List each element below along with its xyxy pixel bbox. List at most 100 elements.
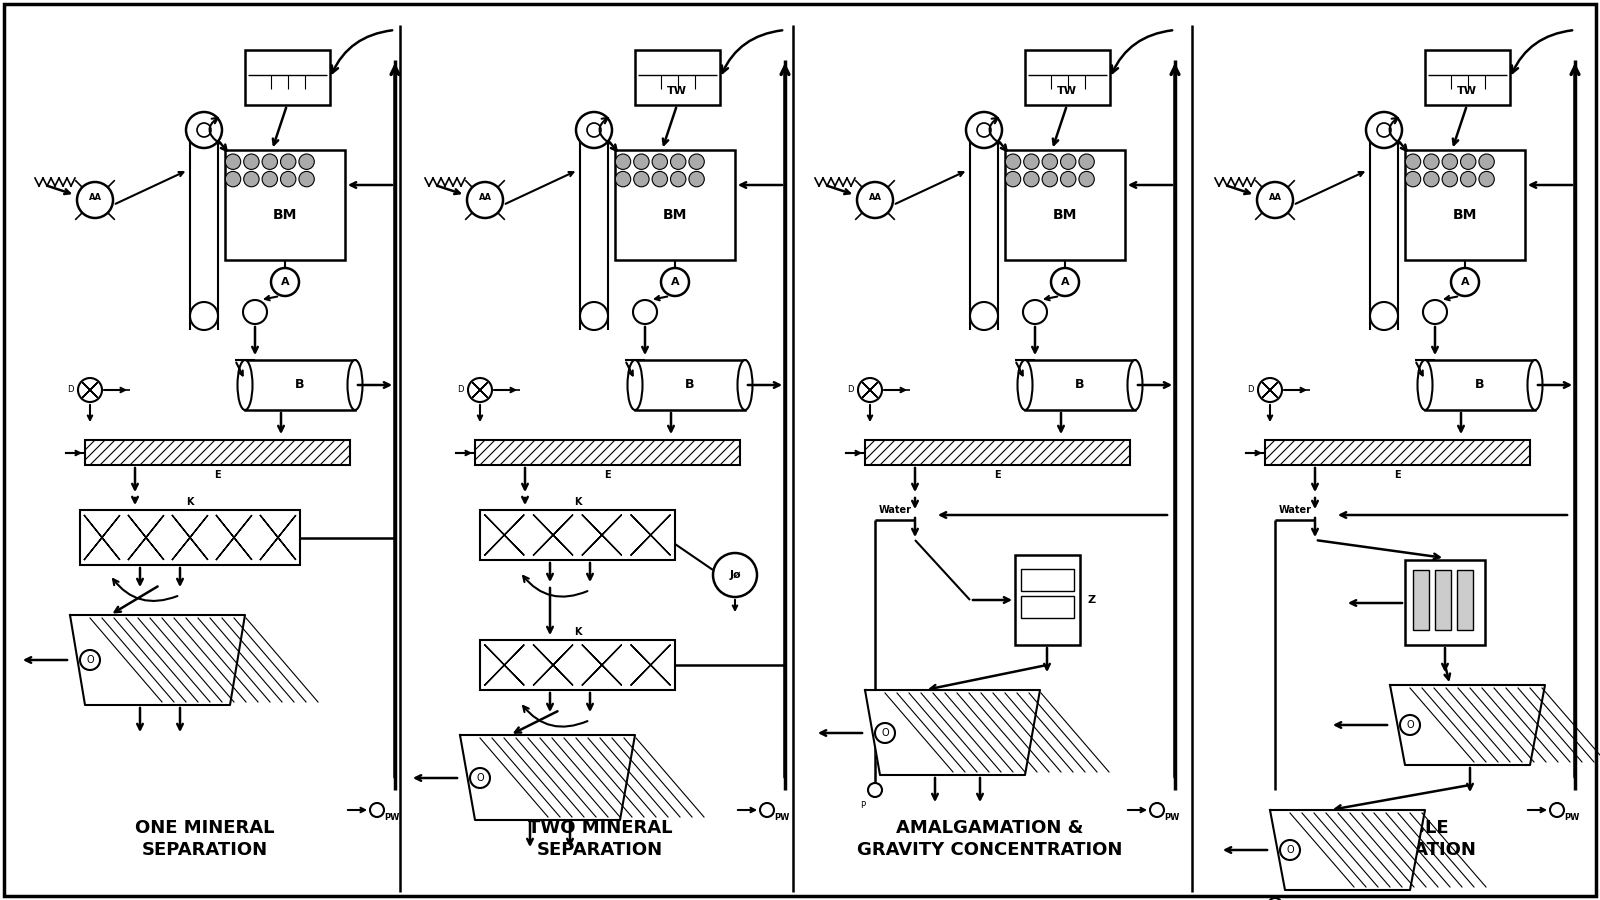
Circle shape: [1366, 112, 1402, 148]
Circle shape: [1258, 182, 1293, 218]
Bar: [614, 150, 734, 260]
Text: CONCENTRATION: CONCENTRATION: [1304, 841, 1475, 859]
Bar: [1426, 50, 1510, 105]
Circle shape: [299, 154, 314, 169]
Circle shape: [1451, 268, 1478, 296]
Circle shape: [467, 182, 502, 218]
Circle shape: [966, 112, 1002, 148]
Circle shape: [1550, 803, 1565, 817]
Circle shape: [634, 300, 658, 324]
Circle shape: [714, 553, 757, 597]
Text: K: K: [574, 497, 581, 507]
Circle shape: [1150, 803, 1165, 817]
Circle shape: [690, 154, 704, 169]
Circle shape: [280, 171, 296, 187]
Circle shape: [634, 171, 650, 187]
Ellipse shape: [1528, 360, 1542, 410]
Text: ONE MINERAL: ONE MINERAL: [136, 819, 275, 837]
Bar: [475, 440, 739, 465]
Text: SEPARATION: SEPARATION: [142, 841, 269, 859]
Bar: [1413, 570, 1429, 630]
Text: AMALGAMATION &: AMALGAMATION &: [896, 819, 1083, 837]
Circle shape: [1042, 171, 1058, 187]
Bar: [1014, 555, 1080, 645]
Circle shape: [186, 112, 222, 148]
Circle shape: [1424, 171, 1438, 187]
Text: E: E: [214, 470, 221, 480]
Circle shape: [1024, 154, 1038, 169]
Text: A: A: [280, 277, 290, 287]
Text: P: P: [861, 800, 866, 809]
Ellipse shape: [627, 360, 643, 410]
Polygon shape: [1270, 810, 1426, 890]
Circle shape: [467, 378, 493, 402]
Circle shape: [299, 171, 314, 187]
Circle shape: [1422, 300, 1446, 324]
Text: PW: PW: [774, 814, 790, 823]
Circle shape: [1078, 171, 1094, 187]
Circle shape: [576, 112, 611, 148]
Text: O: O: [86, 655, 94, 665]
Circle shape: [1061, 171, 1075, 187]
Text: E: E: [994, 470, 1000, 480]
Circle shape: [1024, 171, 1038, 187]
Circle shape: [867, 783, 882, 797]
Bar: [85, 440, 350, 465]
Bar: [1405, 560, 1485, 645]
Text: O: O: [1406, 720, 1414, 730]
Text: PW: PW: [384, 814, 400, 823]
Text: D: D: [846, 385, 853, 394]
Text: Water: Water: [878, 505, 912, 515]
Bar: [480, 640, 675, 690]
Text: A: A: [670, 277, 680, 287]
Circle shape: [80, 650, 99, 670]
Text: SEPARATION: SEPARATION: [538, 841, 662, 859]
Bar: [635, 360, 746, 410]
Circle shape: [78, 378, 102, 402]
Circle shape: [243, 154, 259, 169]
Circle shape: [1258, 378, 1282, 402]
Bar: [245, 360, 355, 410]
Text: BM: BM: [662, 208, 686, 222]
Ellipse shape: [738, 360, 752, 410]
Text: E: E: [603, 470, 610, 480]
Circle shape: [226, 171, 240, 187]
Ellipse shape: [1018, 360, 1032, 410]
Circle shape: [1405, 154, 1421, 169]
Circle shape: [690, 171, 704, 187]
Circle shape: [226, 154, 240, 169]
Text: JIG & TABLE: JIG & TABLE: [1331, 819, 1450, 837]
Circle shape: [1442, 171, 1458, 187]
Circle shape: [370, 803, 384, 817]
Polygon shape: [70, 615, 245, 705]
Circle shape: [670, 154, 686, 169]
Text: K: K: [186, 497, 194, 507]
Bar: [1405, 150, 1525, 260]
Circle shape: [1022, 300, 1046, 324]
Polygon shape: [461, 735, 635, 820]
Text: BM: BM: [1453, 208, 1477, 222]
Text: D: D: [67, 385, 74, 394]
Circle shape: [670, 171, 686, 187]
Text: TW: TW: [1458, 86, 1477, 96]
Text: AA: AA: [88, 193, 101, 202]
Text: BM: BM: [1053, 208, 1077, 222]
Circle shape: [1061, 154, 1075, 169]
Circle shape: [1461, 154, 1475, 169]
Circle shape: [1400, 715, 1421, 735]
Bar: [866, 440, 1130, 465]
Circle shape: [1042, 154, 1058, 169]
Ellipse shape: [237, 360, 253, 410]
Circle shape: [1424, 154, 1438, 169]
Circle shape: [1478, 171, 1494, 187]
Bar: [480, 510, 675, 560]
Bar: [1435, 570, 1451, 630]
Circle shape: [262, 154, 277, 169]
Circle shape: [1005, 154, 1021, 169]
Text: AA: AA: [1269, 193, 1282, 202]
Text: B: B: [296, 379, 304, 392]
Ellipse shape: [1418, 360, 1432, 410]
Text: A: A: [1461, 277, 1469, 287]
Text: TW: TW: [1058, 86, 1077, 96]
Circle shape: [1078, 154, 1094, 169]
